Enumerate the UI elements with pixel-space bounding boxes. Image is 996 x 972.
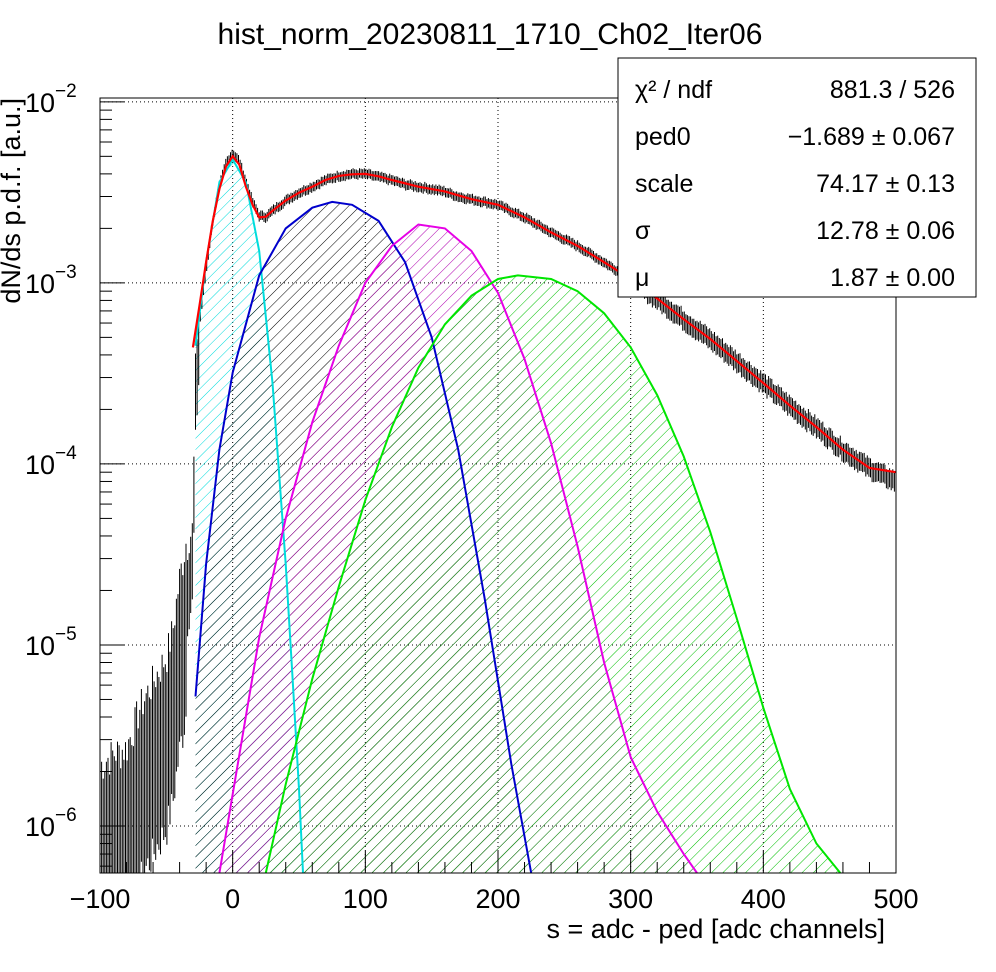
stats-value: 12.78 ± 0.06 bbox=[816, 217, 955, 245]
x-axis-label: s = adc - ped [adc channels] bbox=[547, 914, 885, 944]
x-tick-label: 200 bbox=[475, 884, 520, 914]
x-tick-labels: −100 0 100 200 300 400 500 bbox=[70, 884, 919, 914]
total-fit-curve bbox=[191, 154, 896, 474]
stats-label: ped0 bbox=[635, 123, 691, 151]
stats-label: χ² / ndf bbox=[635, 76, 712, 104]
stats-value: 74.17 ± 0.13 bbox=[816, 170, 955, 198]
y-tick-label: 10 −4 bbox=[25, 443, 77, 480]
y-tick-label: 10 −3 bbox=[25, 262, 77, 299]
y-tick-base: 10 bbox=[25, 450, 55, 480]
fit-lines bbox=[191, 154, 896, 873]
chart-title: hist_norm_20230811_1710_Ch02_Iter06 bbox=[218, 18, 763, 51]
x-tick-label: 0 bbox=[225, 884, 240, 914]
stats-label: scale bbox=[635, 170, 693, 198]
y-tick-exponent: −5 bbox=[55, 624, 77, 645]
y-tick-base: 10 bbox=[25, 812, 55, 842]
y-tick-exponent: −6 bbox=[55, 805, 77, 826]
x-tick-label: −100 bbox=[70, 884, 131, 914]
x-tick-label: 100 bbox=[343, 884, 388, 914]
stats-value: 1.87 ± 0.00 bbox=[830, 264, 955, 292]
axis-ticks bbox=[99, 101, 897, 873]
x-tick-label: 400 bbox=[741, 884, 786, 914]
y-axis-label: dN/ds p.d.f. [a.u.] bbox=[0, 98, 26, 304]
x-tick-label: 500 bbox=[873, 884, 918, 914]
component-curve-purple bbox=[218, 223, 698, 873]
stats-box: χ² / ndf 881.3 / 526 ped0 −1.689 ± 0.067 sca… bbox=[617, 57, 977, 298]
component-curve-green bbox=[264, 274, 842, 873]
x-tick-label: 300 bbox=[608, 884, 653, 914]
y-tick-exponent: −3 bbox=[55, 262, 77, 283]
component-fills bbox=[195, 159, 841, 873]
component-fill-green bbox=[265, 275, 841, 873]
y-tick-labels: 10−210−310−410−510−6 bbox=[25, 81, 77, 842]
y-tick-base: 10 bbox=[25, 631, 55, 661]
y-tick-label: 10 −6 bbox=[25, 805, 77, 842]
stats-value: 881.3 / 526 bbox=[830, 76, 955, 104]
stats-label: μ bbox=[635, 264, 649, 292]
y-tick-exponent: −2 bbox=[55, 81, 77, 102]
stats-label: σ bbox=[635, 217, 651, 245]
y-tick-base: 10 bbox=[25, 269, 55, 299]
y-tick-base: 10 bbox=[25, 88, 55, 118]
y-tick-label: 10 −2 bbox=[25, 81, 77, 118]
y-tick-exponent: −4 bbox=[55, 443, 77, 464]
stats-rows: χ² / ndf 881.3 / 526 ped0 −1.689 ± 0.067 sca… bbox=[635, 76, 955, 292]
stats-box-frame bbox=[617, 57, 977, 298]
y-tick-label: 10 −5 bbox=[25, 624, 77, 661]
stats-value: −1.689 ± 0.067 bbox=[788, 123, 955, 151]
component-curve-black bbox=[194, 200, 533, 873]
